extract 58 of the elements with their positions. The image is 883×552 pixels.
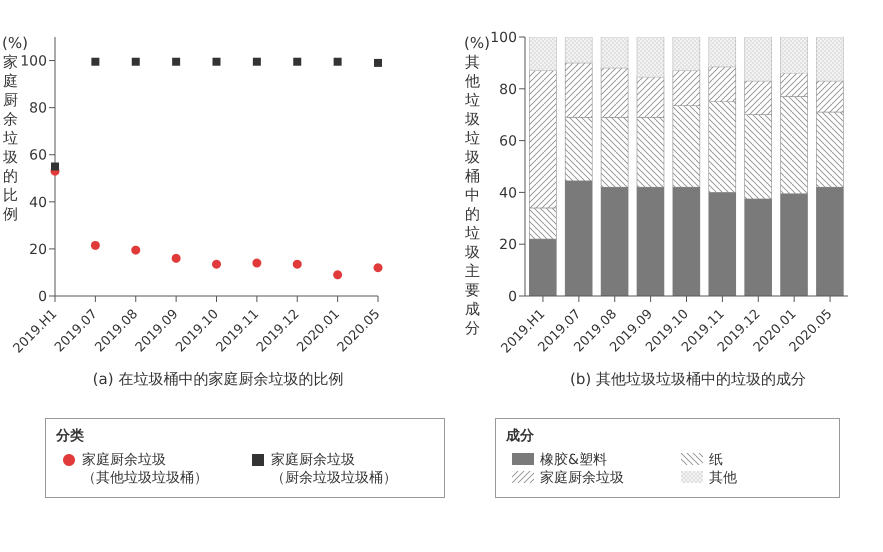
point: [212, 260, 222, 269]
y-tick-label: 40: [29, 194, 47, 211]
point: [374, 58, 382, 67]
point: [212, 58, 220, 66]
point: [293, 58, 302, 66]
legend-title: 成分: [506, 427, 535, 445]
point: [172, 254, 181, 263]
bar: [529, 238, 557, 296]
y-tick-label: 0: [38, 288, 47, 305]
bar: [564, 180, 592, 296]
point: [373, 263, 383, 272]
y-tick-label: 20: [499, 237, 517, 254]
bar: [744, 37, 772, 82]
point: [90, 240, 100, 250]
y-tick-label: 20: [29, 242, 47, 258]
legend-title: 分类: [56, 427, 85, 445]
point: [252, 258, 262, 268]
point: [252, 58, 261, 66]
y-tick-label: 0: [508, 288, 517, 305]
bar: [672, 37, 700, 71]
bar: [780, 37, 808, 74]
point: [333, 270, 342, 280]
point: [51, 162, 59, 170]
bar: [816, 37, 844, 82]
bar: [744, 198, 772, 296]
bar: [600, 37, 628, 68]
bar: [600, 186, 628, 296]
y-tick-label: 100: [20, 54, 47, 70]
y-tick-label: 40: [499, 185, 517, 202]
point: [132, 58, 140, 66]
text: (%) 其他垃圾垃圾桶中的垃圾主要成分: [464, 34, 490, 337]
legend-label: 橡胶&塑料: [540, 451, 608, 469]
point: [172, 58, 180, 66]
point: [292, 260, 302, 269]
bar: [529, 37, 557, 71]
bar: [672, 186, 700, 296]
bar: [816, 186, 844, 296]
bar: [780, 193, 808, 296]
legend-label: 其他: [709, 469, 738, 487]
bar: [708, 37, 736, 68]
y-tick-label: 100: [490, 30, 517, 46]
point: [91, 58, 100, 66]
point: [334, 58, 342, 66]
y-tick-label: 60: [29, 148, 47, 164]
bar: [636, 186, 664, 296]
y-tick-label: 60: [499, 134, 517, 150]
legend-label: 家庭厨余垃圾: [540, 469, 625, 487]
y-tick-label: 80: [29, 100, 47, 117]
bar: [636, 37, 664, 78]
legend-label: 纸: [709, 451, 724, 469]
legend-label: 家庭厨余垃圾（厨余垃圾垃圾桶）: [271, 451, 398, 487]
bar: [564, 37, 592, 64]
text: (b) 其他垃圾垃圾桶中的垃圾的成分: [569, 370, 807, 389]
bar: [708, 192, 736, 296]
text: (a) 在垃圾桶中的家庭厨余垃圾的比例: [92, 370, 344, 389]
point: [131, 246, 140, 255]
legend-label: 家庭厨余垃圾（其他垃圾垃圾桶）: [82, 451, 209, 487]
y-tick-label: 80: [499, 82, 517, 98]
